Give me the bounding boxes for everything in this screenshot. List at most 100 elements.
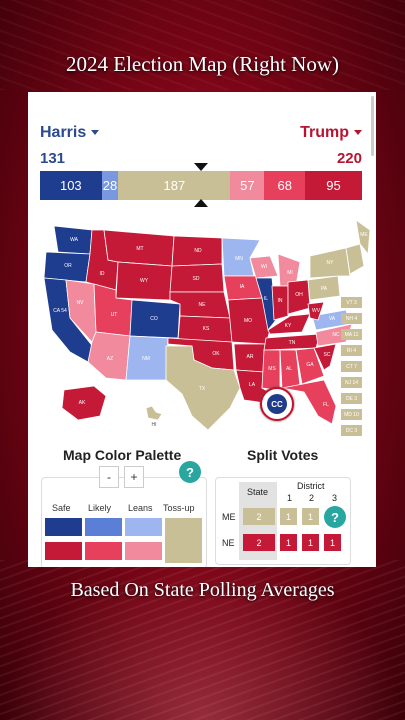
state-ky[interactable] — [267, 313, 311, 335]
label-nc: NC — [332, 332, 340, 338]
tally-segment-toss-up: 187 — [118, 171, 231, 200]
label-mi: MI — [287, 270, 293, 276]
split-votes-help-button[interactable]: ? — [324, 506, 346, 528]
harris-label: Harris — [40, 124, 87, 141]
tally-segment-safe-d: 103 — [40, 171, 102, 200]
state-tx[interactable] — [165, 345, 241, 430]
label-ok: OK — [212, 351, 220, 357]
district-2-header: 2 — [309, 493, 315, 503]
small-state-nj[interactable]: NJ 14 — [341, 377, 362, 388]
ne-district-3-cell[interactable]: 1 — [324, 534, 341, 551]
label-nm: NM — [142, 356, 150, 362]
palette-col-leans: Leans — [128, 503, 153, 513]
state-hi[interactable] — [145, 405, 163, 421]
me-district-2-cell[interactable]: 1 — [302, 508, 319, 525]
small-state-ma[interactable]: MA 11 — [341, 329, 362, 340]
label-in: IN — [278, 298, 283, 304]
state-wv[interactable] — [307, 301, 325, 321]
label-tn: TN — [289, 340, 296, 346]
label-wv: WV — [312, 308, 321, 314]
chevron-down-icon — [91, 130, 100, 136]
state-pa[interactable] — [307, 275, 341, 301]
swatch-tossup[interactable] — [165, 518, 202, 563]
small-state-dc[interactable]: DC 3 — [341, 425, 362, 436]
election-map-panel: Harris Trump 131 220 103 28 187 57 68 95 — [28, 92, 376, 567]
small-state-nh[interactable]: NH 4 — [341, 313, 362, 324]
me-district-1-cell[interactable]: 1 — [280, 508, 297, 525]
trump-dropdown[interactable]: Trump — [300, 124, 362, 142]
label-wy: WY — [140, 278, 149, 284]
label-me: ME — [360, 232, 368, 238]
swatch-safe-red[interactable] — [45, 542, 82, 560]
palette-minus-button[interactable]: - — [99, 466, 119, 488]
label-hi: HI — [152, 422, 157, 428]
state-fl[interactable] — [281, 379, 337, 425]
small-state-ri[interactable]: RI 4 — [341, 345, 362, 356]
small-state-ct[interactable]: CT 7 — [341, 361, 362, 372]
split-votes-panel — [215, 477, 351, 565]
harris-total: 131 — [40, 150, 66, 167]
swatch-leans-red[interactable] — [125, 542, 162, 560]
chevron-down-icon — [354, 130, 362, 136]
palette-plus-button[interactable]: + — [124, 466, 144, 488]
row-me-label: ME — [222, 512, 236, 522]
state-ny[interactable] — [309, 247, 351, 279]
label-ar: AR — [247, 354, 254, 360]
swatch-likely-red[interactable] — [85, 542, 122, 560]
palette-help-button[interactable]: ? — [179, 461, 201, 483]
label-id: ID — [100, 271, 105, 277]
label-tx: TX — [199, 386, 206, 392]
label-mo: MO — [244, 318, 252, 324]
channel-logo: CC — [260, 387, 294, 421]
split-votes-title: Split Votes — [247, 447, 319, 463]
label-ak: AK — [79, 400, 86, 406]
state-header: State — [247, 487, 269, 497]
state-ak[interactable] — [61, 385, 107, 421]
label-pa: PA — [321, 286, 328, 292]
label-al: AL — [286, 366, 292, 372]
label-ca: CA 54 — [53, 308, 67, 314]
palette-title: Map Color Palette — [63, 447, 182, 463]
small-state-vt[interactable]: VT 3 — [341, 297, 362, 308]
palette-col-tossup: Toss-up — [163, 503, 195, 513]
midpoint-marker-bottom — [194, 199, 208, 207]
state-sc[interactable] — [313, 343, 337, 371]
tally-segment-likely-d: 28 — [101, 171, 119, 200]
swatch-leans-blue[interactable] — [125, 518, 162, 536]
ne-state-cell[interactable]: 2 — [243, 534, 275, 551]
small-state-md[interactable]: MD 10 — [341, 409, 362, 420]
label-fl: FL — [323, 402, 329, 408]
district-header: District — [297, 481, 325, 491]
label-ny: NY — [327, 260, 335, 266]
tally-segment-likely-r: 68 — [264, 171, 306, 200]
ne-district-1-cell[interactable]: 1 — [280, 534, 297, 551]
us-electoral-map[interactable]: WA OR CA 54 NV ID MT WY UT CO AZ NM ND S… — [34, 220, 370, 430]
swatch-safe-blue[interactable] — [45, 518, 82, 536]
swatch-likely-blue[interactable] — [85, 518, 122, 536]
palette-col-likely: Likely — [88, 503, 112, 513]
label-ne: NE — [199, 302, 207, 308]
state-mo[interactable] — [227, 297, 271, 345]
state-wi[interactable] — [249, 255, 279, 279]
label-nd: ND — [194, 248, 202, 254]
label-mt: MT — [136, 246, 143, 252]
scrollbar[interactable] — [371, 96, 374, 156]
label-sd: SD — [193, 276, 200, 282]
state-il[interactable] — [255, 277, 277, 331]
row-ne-label: NE — [222, 538, 235, 548]
tally-segment-leans-r: 57 — [230, 171, 265, 200]
harris-dropdown[interactable]: Harris — [40, 124, 100, 142]
state-ne-states[interactable] — [345, 243, 365, 275]
label-ks: KS — [203, 326, 210, 332]
state-mn[interactable] — [221, 237, 261, 277]
state-ga[interactable] — [295, 347, 325, 385]
state-me[interactable] — [355, 220, 370, 256]
label-co: CO — [150, 316, 158, 322]
state-va[interactable] — [311, 309, 351, 331]
label-az: AZ — [107, 356, 113, 362]
state-in[interactable] — [271, 285, 289, 321]
logo-text: CC — [267, 394, 287, 414]
me-state-cell[interactable]: 2 — [243, 508, 275, 525]
small-state-de[interactable]: DE 3 — [341, 393, 362, 404]
ne-district-2-cell[interactable]: 1 — [302, 534, 319, 551]
